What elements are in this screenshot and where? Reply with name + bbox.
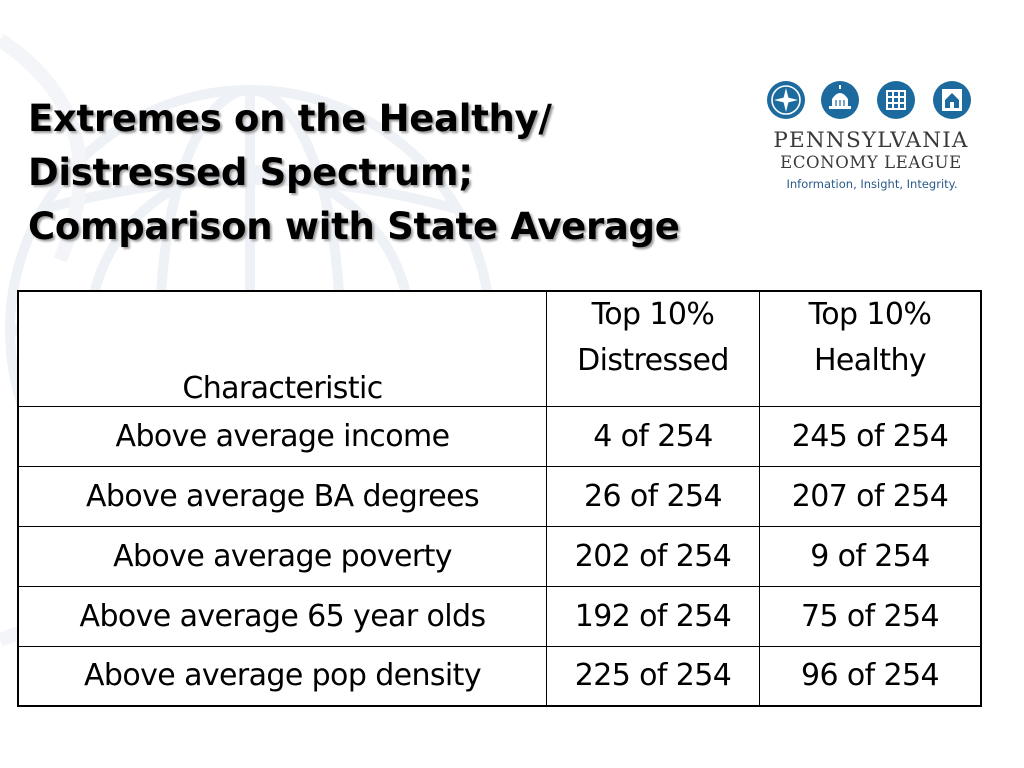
building-grid-icon <box>877 81 915 119</box>
logo-tagline: Information, Insight, Integrity. <box>786 177 958 191</box>
cell-characteristic: Above average poverty <box>17 525 547 587</box>
cell-healthy: 207 of 254 <box>759 465 982 527</box>
header-healthy-line-2: Healthy <box>813 343 927 378</box>
table-header-row: Characteristic Top 10% Distressed Top 10… <box>17 290 982 407</box>
table-row: Above average 65 year olds 192 of 254 75… <box>17 585 982 647</box>
table-row: Above average poverty 202 of 254 9 of 25… <box>17 525 982 587</box>
cell-healthy: 9 of 254 <box>759 525 982 587</box>
slide-title-line-3: Comparison with State Average <box>28 205 680 248</box>
logo-subname: ECONOMY LEAGUE <box>780 153 962 172</box>
comparison-table: Characteristic Top 10% Distressed Top 10… <box>17 290 982 707</box>
cell-characteristic: Above average 65 year olds <box>17 585 547 647</box>
cell-healthy: 245 of 254 <box>759 405 982 467</box>
cell-healthy: 75 of 254 <box>759 585 982 647</box>
table-row: Above average pop density 225 of 254 96 … <box>17 645 982 707</box>
header-distressed: Top 10% Distressed <box>546 290 760 407</box>
slide-title-line-1: Extremes on the Healthy/ <box>28 97 552 140</box>
header-characteristic: Characteristic <box>17 290 547 407</box>
header-healthy-line-1: Top 10% <box>808 297 932 332</box>
header-healthy: Top 10% Healthy <box>759 290 982 407</box>
cell-distressed: 4 of 254 <box>546 405 760 467</box>
logo-name: PENNSYLVANIA <box>773 128 969 153</box>
table-row: Above average income 4 of 254 245 of 254 <box>17 405 982 467</box>
table-row: Above average BA degrees 26 of 254 207 o… <box>17 465 982 527</box>
capitol-dome-icon <box>821 81 859 119</box>
compass-icon <box>767 81 805 119</box>
cell-distressed: 202 of 254 <box>546 525 760 587</box>
logo-icons <box>767 81 971 119</box>
header-distressed-line-2: Distressed <box>577 343 729 378</box>
cell-characteristic: Above average BA degrees <box>17 465 547 527</box>
slide-title-line-2: Distressed Spectrum; <box>28 151 473 194</box>
cell-characteristic: Above average pop density <box>17 645 547 707</box>
house-chart-icon <box>933 81 971 119</box>
cell-healthy: 96 of 254 <box>759 645 982 707</box>
cell-distressed: 225 of 254 <box>546 645 760 707</box>
header-distressed-line-1: Top 10% <box>591 297 715 332</box>
cell-distressed: 192 of 254 <box>546 585 760 647</box>
cell-characteristic: Above average income <box>17 405 547 467</box>
slide-title: Extremes on the Healthy/ Distressed Spec… <box>28 92 748 254</box>
cell-distressed: 26 of 254 <box>546 465 760 527</box>
pel-logo: PENNSYLVANIA ECONOMY LEAGUE Information,… <box>762 76 980 196</box>
